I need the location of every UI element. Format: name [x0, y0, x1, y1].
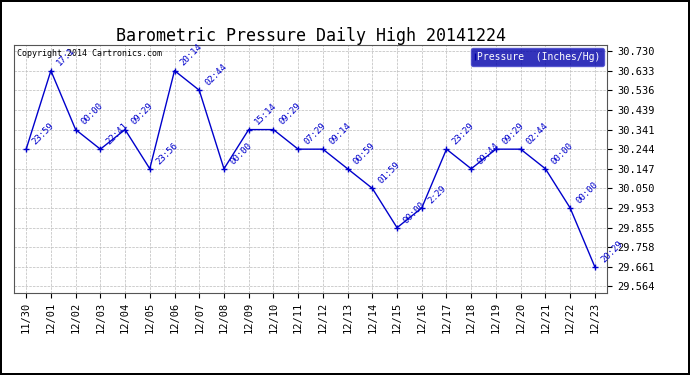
Text: 00:59: 00:59 — [352, 141, 377, 166]
Text: Copyright 2014 Cartronics.com: Copyright 2014 Cartronics.com — [17, 49, 161, 58]
Text: 17:1: 17:1 — [55, 46, 77, 68]
Text: 02:44: 02:44 — [204, 62, 229, 87]
Title: Barometric Pressure Daily High 20141224: Barometric Pressure Daily High 20141224 — [115, 27, 506, 45]
Text: 23:56: 23:56 — [154, 141, 179, 166]
Text: 20:29: 20:29 — [599, 239, 624, 264]
Text: 23:59: 23:59 — [30, 121, 56, 146]
Text: 09:29: 09:29 — [129, 102, 155, 127]
Text: 09:14: 09:14 — [327, 121, 353, 146]
Text: 01:59: 01:59 — [377, 160, 402, 186]
Text: 00:00: 00:00 — [401, 200, 426, 225]
Text: 00:00: 00:00 — [80, 102, 105, 127]
Text: 00:00: 00:00 — [549, 141, 575, 166]
Legend: Pressure  (Inches/Hg): Pressure (Inches/Hg) — [471, 48, 604, 66]
Text: 09:29: 09:29 — [277, 102, 303, 127]
Text: 22:41: 22:41 — [104, 121, 130, 146]
Text: 00:00: 00:00 — [574, 180, 600, 205]
Text: 00:00: 00:00 — [228, 141, 253, 166]
Text: 23:29: 23:29 — [451, 121, 476, 146]
Text: 02:44: 02:44 — [525, 121, 550, 146]
Text: 09:44: 09:44 — [475, 141, 501, 166]
Text: 07:29: 07:29 — [302, 121, 328, 146]
Text: 2:29: 2:29 — [426, 184, 448, 205]
Text: 09:29: 09:29 — [500, 121, 526, 146]
Text: 15:14: 15:14 — [253, 102, 278, 127]
Text: 20:14: 20:14 — [179, 42, 204, 68]
